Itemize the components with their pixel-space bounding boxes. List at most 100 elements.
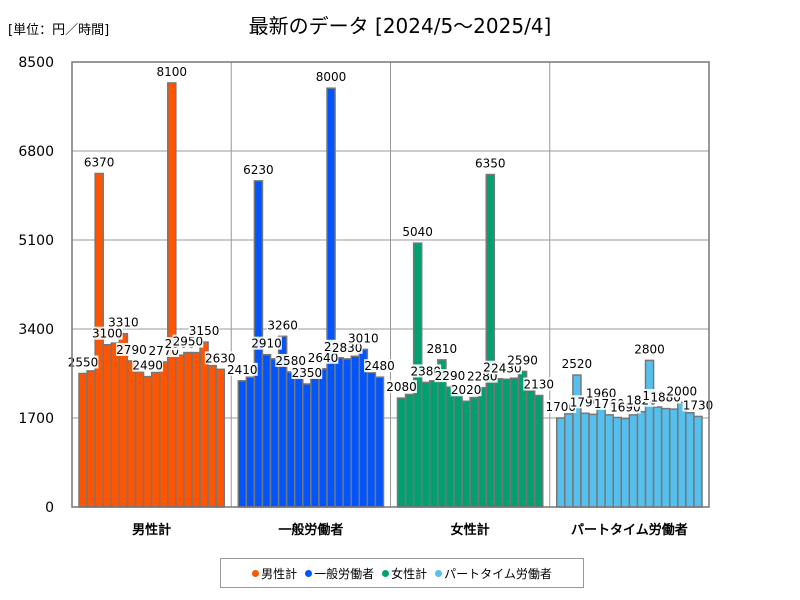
- data-label-bg: [474, 156, 506, 170]
- data-label: 2580: [275, 354, 306, 368]
- bar: [652, 406, 663, 508]
- data-label: 3260: [267, 318, 298, 332]
- data-label-bg: [204, 351, 236, 365]
- bar: [326, 87, 336, 508]
- bar: [310, 377, 320, 508]
- bar: [501, 378, 512, 508]
- bar: [588, 413, 598, 508]
- data-label-bg: [666, 384, 698, 398]
- x-category-label: パートタイム労働者: [571, 522, 688, 538]
- data-label-bg: [682, 398, 714, 412]
- bar: [199, 341, 209, 508]
- data-label: 2350: [292, 366, 323, 380]
- data-label: 6370: [84, 156, 115, 170]
- plot-frame: [71, 61, 710, 508]
- y-tick-label: 5100: [18, 233, 54, 249]
- bar: [318, 368, 328, 508]
- y-tick-label: 3400: [18, 322, 54, 338]
- bar: [668, 408, 679, 508]
- data-label: 2590: [507, 353, 538, 367]
- data-label-bg: [243, 162, 274, 176]
- data-label: 2550: [68, 356, 99, 370]
- data-label-bg: [347, 331, 379, 345]
- data-label: 2950: [173, 335, 204, 349]
- data-label: 2490: [132, 359, 163, 373]
- data-label-bg: [634, 342, 665, 356]
- data-label: 6230: [243, 163, 274, 177]
- data-label-bg: [91, 326, 123, 340]
- bar: [580, 412, 590, 508]
- bar: [469, 396, 479, 508]
- bar: [660, 407, 671, 508]
- legend-item: 女性計: [382, 565, 427, 582]
- bar: [110, 342, 121, 508]
- legend-item: パートタイム労働者: [435, 565, 552, 582]
- bar: [285, 371, 296, 508]
- bar: [429, 380, 439, 508]
- bar: [404, 393, 415, 508]
- data-label-bg: [410, 364, 442, 378]
- bar: [150, 371, 161, 508]
- data-label-bg: [434, 369, 466, 383]
- data-label-bg: [132, 358, 163, 372]
- data-label: 2020: [451, 383, 482, 397]
- data-label-bg: [275, 353, 307, 367]
- y-tick-label: 0: [45, 500, 54, 516]
- data-label-bg: [364, 359, 395, 373]
- data-label-bg: [561, 357, 593, 371]
- bar: [334, 357, 344, 508]
- legend-item: 男性計: [252, 565, 297, 582]
- bar: [342, 358, 352, 508]
- data-label-bg: [83, 155, 115, 169]
- data-label: 2810: [427, 342, 458, 356]
- bar: [644, 359, 655, 508]
- y-tick-label: 6800: [18, 144, 54, 160]
- bar: [477, 386, 488, 508]
- bar: [191, 351, 201, 508]
- bar: [445, 386, 455, 508]
- data-label: 2130: [523, 377, 554, 391]
- bar: [612, 416, 623, 508]
- bar: [183, 351, 193, 508]
- bar: [493, 377, 504, 508]
- legend-swatch: [382, 569, 390, 577]
- bar: [261, 353, 272, 508]
- bar: [126, 360, 137, 508]
- bar: [350, 355, 361, 508]
- bar: [207, 364, 217, 508]
- bar: [118, 332, 129, 508]
- bar: [461, 400, 471, 508]
- bar: [302, 383, 312, 508]
- chart-title: 最新のデータ [2024/5～2025/4]: [248, 14, 552, 38]
- bar: [517, 370, 528, 508]
- data-label: 2630: [205, 351, 236, 365]
- data-label: 2480: [364, 359, 395, 373]
- legend-label: 女性計: [391, 566, 428, 581]
- data-label-bg: [251, 336, 282, 350]
- bar: [636, 410, 647, 508]
- bar: [420, 381, 431, 508]
- bar: [269, 358, 280, 508]
- bar: [485, 173, 496, 508]
- data-label-bg: [172, 334, 204, 348]
- data-label-bg: [450, 383, 482, 397]
- data-label-bg: [291, 365, 323, 379]
- bar: [693, 415, 703, 508]
- bar: [525, 389, 536, 508]
- legend-swatch: [305, 569, 313, 577]
- bar: [556, 417, 566, 508]
- y-tick-label: 1700: [18, 411, 54, 427]
- data-label-bg: [156, 64, 188, 78]
- bar: [158, 361, 169, 508]
- data-label-bg: [67, 355, 99, 369]
- bar: [245, 376, 256, 508]
- data-label: 2910: [251, 337, 282, 351]
- bar: [237, 380, 248, 508]
- bar: [374, 376, 385, 508]
- bar: [533, 394, 544, 508]
- data-label-bg: [188, 324, 220, 338]
- data-label: 1700: [546, 400, 577, 414]
- bar: [78, 372, 88, 508]
- unit-label: [単位：円／時間]: [8, 23, 110, 38]
